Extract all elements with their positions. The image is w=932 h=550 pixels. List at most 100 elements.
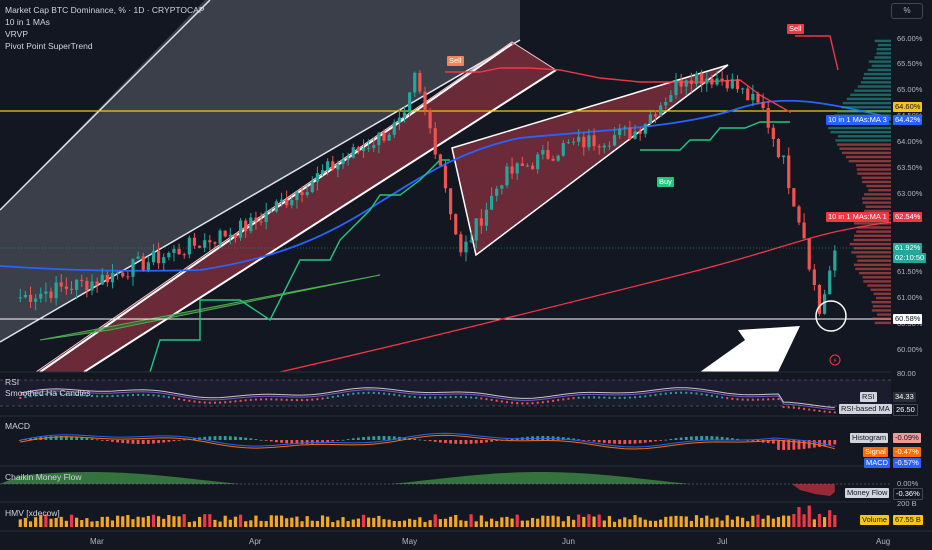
candle-body xyxy=(766,108,770,128)
ha-candle xyxy=(536,401,539,404)
candle-body xyxy=(449,188,453,215)
ha-candle xyxy=(751,398,754,401)
volume-bar xyxy=(315,520,320,527)
vrvp-bar xyxy=(837,135,891,138)
percent-scale-button[interactable]: % xyxy=(891,3,923,19)
candle-body xyxy=(771,127,775,140)
volume-pane-title[interactable]: HMV [xdecow] xyxy=(5,508,60,518)
candle-body xyxy=(23,294,28,298)
candle-body xyxy=(382,132,386,141)
rsi-pane-subtitle[interactable]: Smoothed Ha Candles xyxy=(5,388,91,398)
macd-hist-bar xyxy=(649,440,652,443)
candle-body xyxy=(167,252,171,258)
volume-bar xyxy=(597,514,601,527)
rsi-pane-title[interactable]: RSI xyxy=(5,377,20,387)
ha-candle xyxy=(521,402,524,405)
macd-hist-bar xyxy=(70,436,73,440)
macd-hist-bar xyxy=(285,440,289,444)
macd-hist-bar xyxy=(18,440,22,441)
ha-candle xyxy=(157,394,160,397)
time-label-apr: Apr xyxy=(249,537,262,546)
macd-hist-bar xyxy=(633,440,637,444)
macd-hist-bar xyxy=(351,438,355,440)
volume-bar xyxy=(177,516,181,527)
candle-body xyxy=(80,279,84,281)
vrvp-bar xyxy=(853,234,891,238)
macd-hist-bar xyxy=(249,438,253,440)
ha-candle xyxy=(700,393,703,396)
vrvp-bar xyxy=(875,296,891,300)
ha-candle xyxy=(188,399,191,402)
volume-bar xyxy=(551,515,555,527)
macd-hist-bar xyxy=(305,440,309,444)
ha-candle xyxy=(649,394,652,397)
ha-candle xyxy=(459,396,462,399)
candle-body xyxy=(208,240,212,243)
macd-hist-bar xyxy=(623,440,627,444)
ma1-line xyxy=(279,221,892,373)
macd-hist-bar xyxy=(684,436,688,440)
candle-body xyxy=(218,230,222,244)
candle-body xyxy=(320,170,325,174)
cmf-pane-title[interactable]: Chaikin Money Flow xyxy=(5,472,82,482)
macd-hist-bar xyxy=(218,436,222,440)
candle-body xyxy=(551,158,555,161)
macd-hist-bar xyxy=(802,440,806,449)
candle-body xyxy=(561,143,565,156)
macd-hist-bar xyxy=(321,440,324,443)
vrvp-bar xyxy=(865,205,891,208)
volume-bar xyxy=(515,514,519,527)
macd-hist-bar xyxy=(300,440,304,444)
candle-body xyxy=(151,251,156,263)
ha-candle xyxy=(403,395,406,398)
macd-hist-bar xyxy=(597,440,601,443)
macd-hist-bar xyxy=(362,437,365,440)
volume-bar xyxy=(264,521,268,527)
indicator-legend-vrvp[interactable]: VRVP xyxy=(5,29,28,39)
ha-candle xyxy=(587,396,590,399)
candle-body xyxy=(172,248,176,253)
candle-body xyxy=(187,237,191,255)
candle-body xyxy=(300,192,304,196)
volume-bar xyxy=(469,514,473,527)
volume-bar xyxy=(802,514,806,527)
ha-candle xyxy=(828,411,831,414)
macd-pane-title[interactable]: MACD xyxy=(5,421,31,431)
ha-candle xyxy=(239,399,242,402)
price-tick-label: 63.00% xyxy=(897,189,923,198)
volume-bar xyxy=(449,516,453,527)
macd-hist-bar xyxy=(751,440,755,442)
candle-body xyxy=(331,161,335,170)
rsi-value: 34.33 xyxy=(893,392,916,402)
volume-bar xyxy=(116,515,120,527)
ha-candle xyxy=(316,398,319,401)
volume-bar xyxy=(377,515,381,527)
ha-candle xyxy=(808,408,811,411)
rsi-band xyxy=(0,380,891,406)
ma3-label-tag: 10 in 1 MAs:MA 3 xyxy=(826,115,889,125)
volume-bar xyxy=(618,519,622,527)
indicator-legend-mas[interactable]: 10 in 1 MAs xyxy=(5,17,50,27)
candle-body xyxy=(638,131,642,134)
volume-bar xyxy=(705,515,709,527)
lightning-icon[interactable] xyxy=(829,354,841,366)
volume-bar xyxy=(474,521,478,527)
volume-bar xyxy=(479,515,483,527)
vrvp-bar xyxy=(837,110,891,113)
macd-hist-bar xyxy=(567,437,570,440)
macd-hist-bar xyxy=(413,438,417,440)
volume-bar xyxy=(612,521,617,527)
volume-bar xyxy=(464,520,468,527)
vrvp-bar xyxy=(872,305,891,308)
volume-bar xyxy=(536,518,540,527)
volume-bar xyxy=(126,515,130,527)
indicator-legend-supertrend[interactable]: Pivot Point SuperTrend xyxy=(5,41,93,51)
macd-hist-bar xyxy=(485,440,488,443)
vrvp-bar xyxy=(877,313,891,316)
candle-body xyxy=(577,136,581,142)
macd-hist-bar xyxy=(254,439,258,440)
ha-candle xyxy=(429,396,432,399)
supertrend-down-line-1 xyxy=(445,67,791,113)
volume-bar xyxy=(80,520,84,527)
